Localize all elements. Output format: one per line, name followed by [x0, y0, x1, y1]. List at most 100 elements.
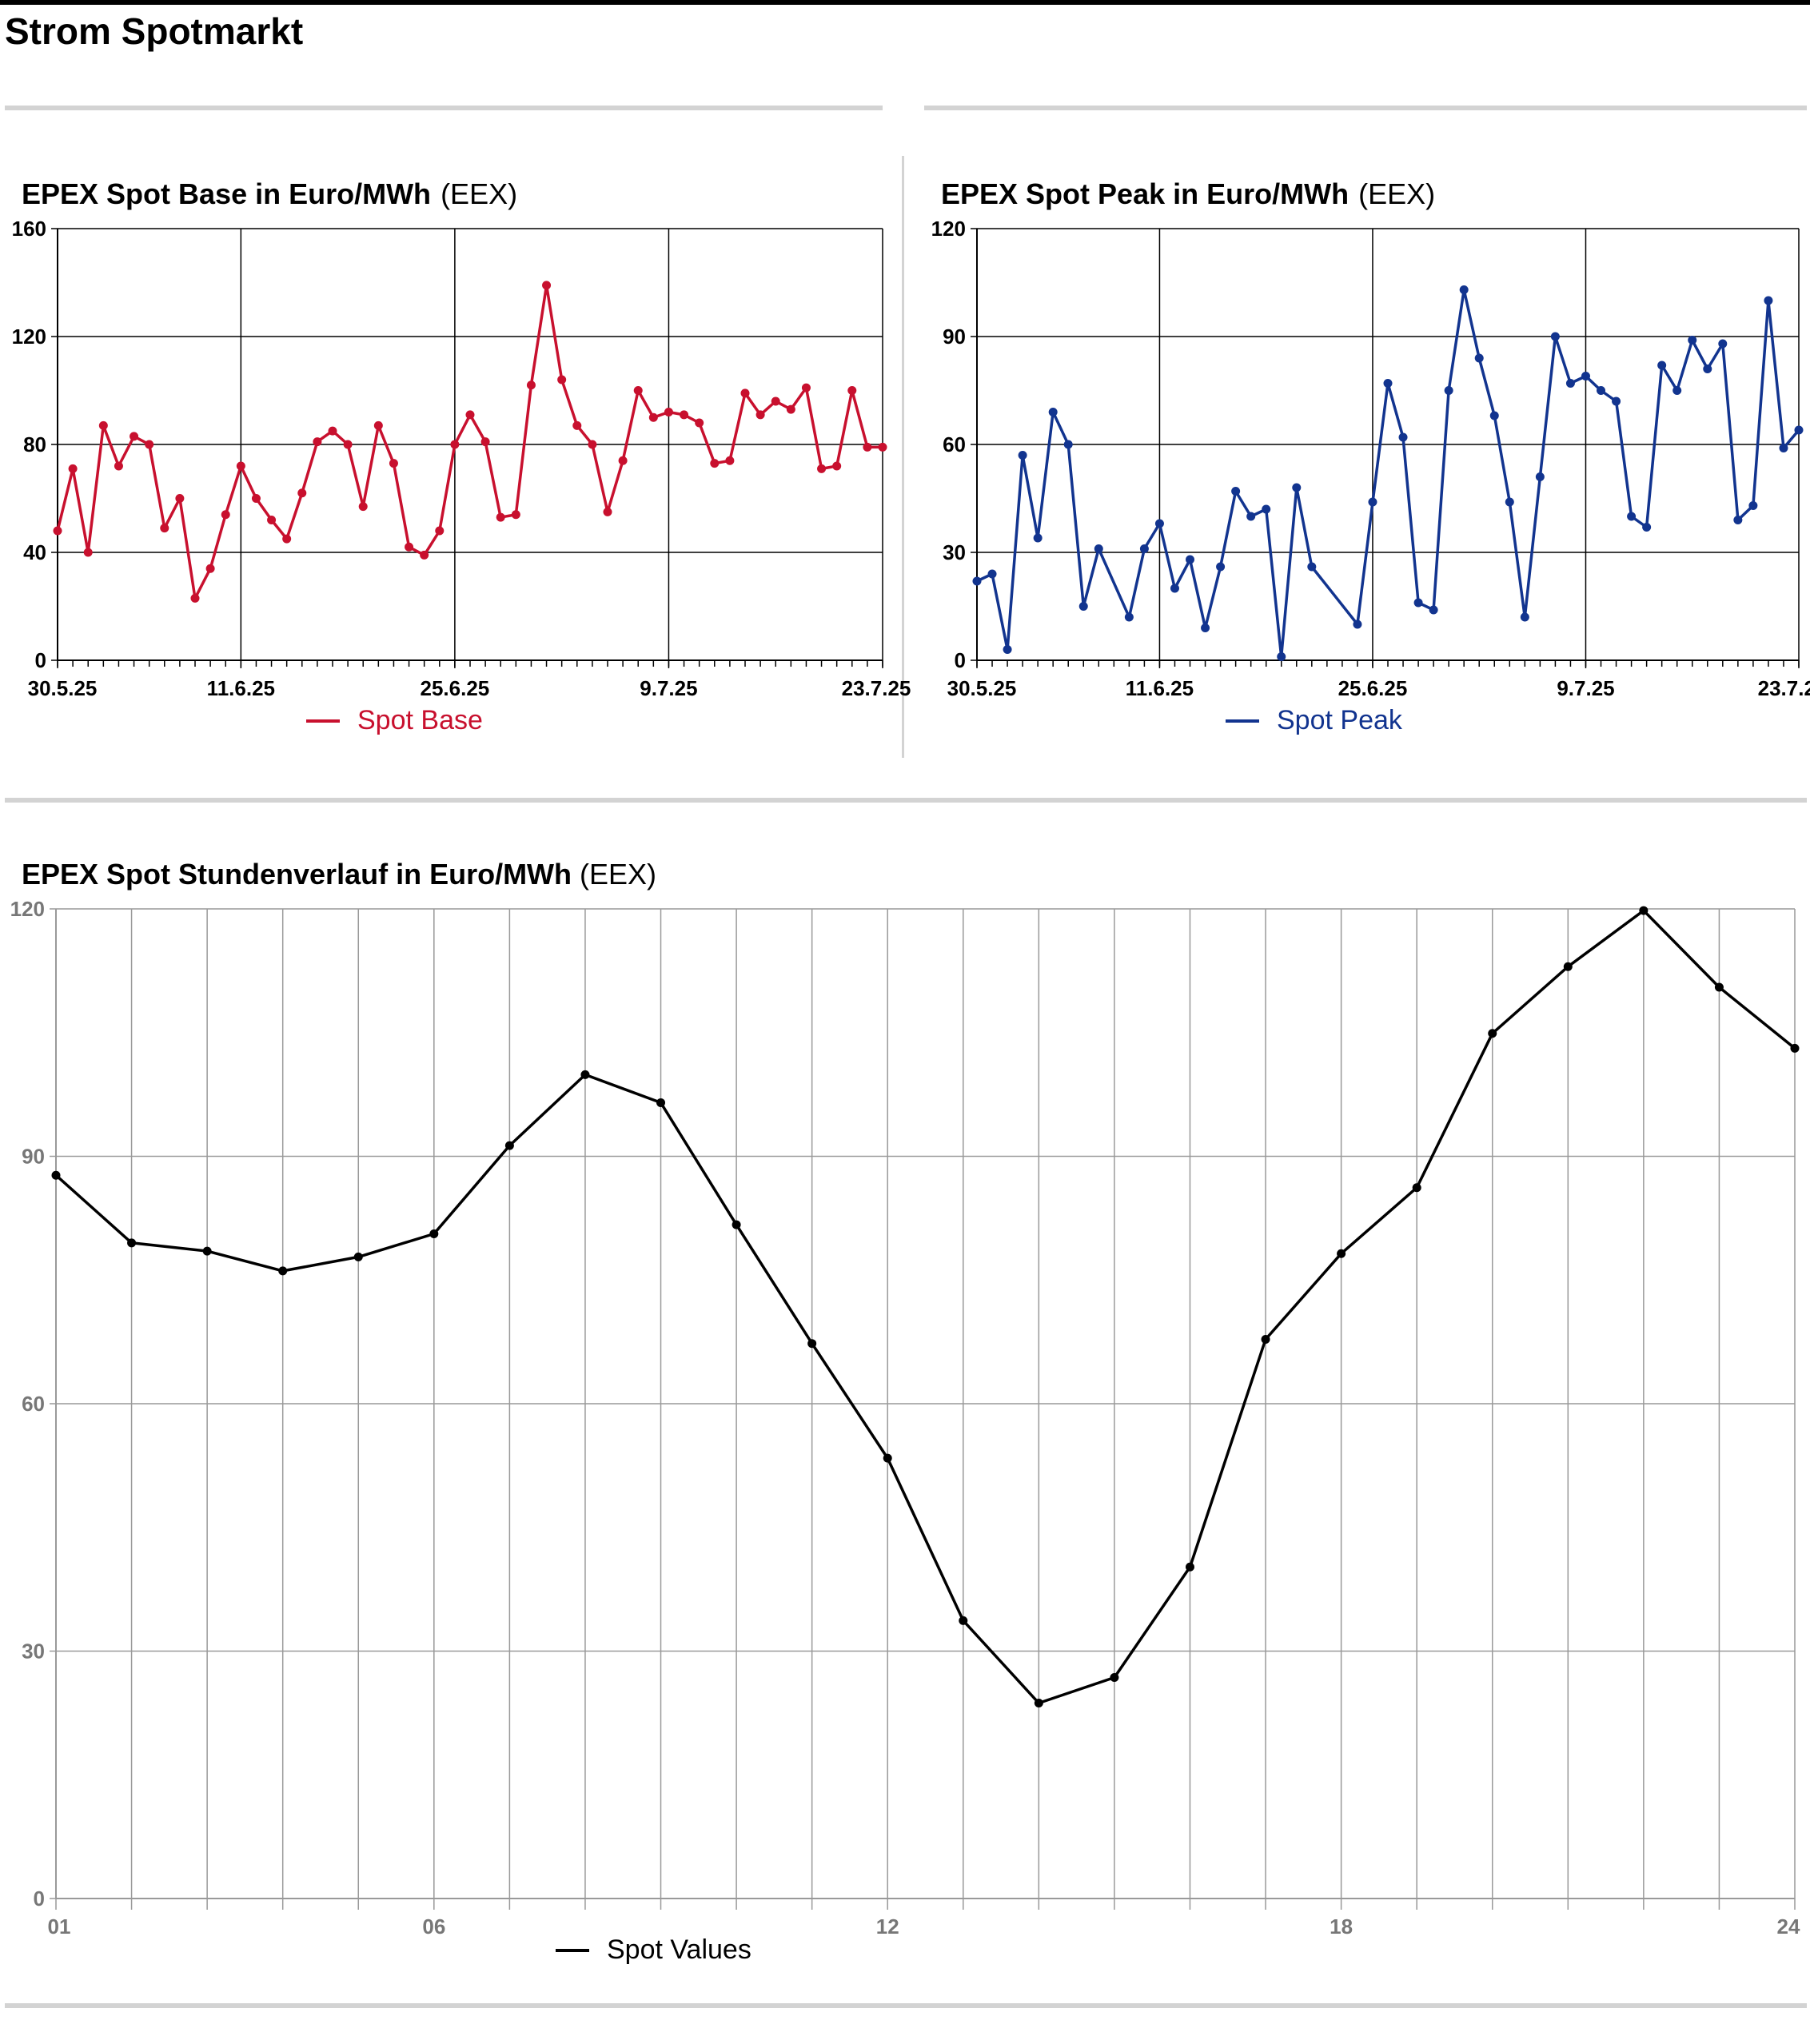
hourly-data-point — [883, 1453, 892, 1463]
base-data-point — [847, 386, 857, 395]
peak-data-point — [1627, 512, 1637, 521]
peak-y-tick-label: 60 — [943, 432, 966, 456]
base-data-point — [695, 418, 704, 428]
base-data-point — [282, 534, 292, 544]
hourly-y-tick-label: 60 — [22, 1392, 45, 1416]
base-data-point — [160, 524, 169, 533]
peak-x-tick-label: 25.6.25 — [1338, 676, 1408, 700]
base-data-point — [221, 510, 230, 520]
base-data-point — [664, 408, 673, 416]
hourly-chart-source: (EEX) — [580, 858, 657, 891]
hourly-data-point — [1337, 1249, 1346, 1258]
base-data-point — [832, 461, 842, 471]
separator-top-right — [924, 106, 1807, 110]
hourly-data-point — [580, 1070, 590, 1079]
base-y-tick-label: 160 — [12, 217, 46, 241]
base-data-point — [343, 440, 353, 449]
base-data-point — [465, 410, 475, 420]
base-data-point — [557, 375, 567, 384]
base-data-point — [358, 502, 368, 512]
hourly-data-point — [127, 1238, 137, 1248]
peak-x-tick-label: 30.5.25 — [947, 676, 1017, 700]
base-data-point — [863, 442, 872, 452]
base-data-point — [420, 550, 429, 560]
peak-data-point — [1078, 602, 1088, 611]
peak-chart-source: (EEX) — [1358, 177, 1436, 210]
peak-data-point — [1550, 332, 1560, 341]
base-data-point — [511, 510, 520, 520]
hourly-x-tick-label: 01 — [48, 1915, 71, 1938]
base-y-tick-label: 80 — [23, 432, 46, 456]
peak-data-point — [1124, 612, 1134, 622]
peak-legend-swatch — [1226, 719, 1259, 723]
peak-data-point — [1048, 408, 1058, 416]
hourly-data-point — [1563, 962, 1573, 971]
peak-data-point — [1413, 598, 1423, 608]
base-data-point — [542, 281, 552, 290]
peak-data-point — [1733, 516, 1743, 524]
base-data-point — [526, 381, 536, 390]
peak-data-point — [1779, 444, 1788, 452]
separator-bottom — [5, 2003, 1807, 2008]
peak-data-point — [1292, 483, 1302, 492]
hourly-data-point — [1790, 1043, 1800, 1053]
peak-y-tick-label: 120 — [931, 217, 966, 241]
base-data-point — [190, 593, 200, 603]
peak-data-point — [1581, 372, 1590, 381]
peak-chart-title: EPEX Spot Peak in Euro/MWh (EEX) — [941, 177, 1435, 211]
base-data-point — [83, 548, 93, 557]
peak-data-point — [1612, 396, 1621, 406]
base-data-point — [175, 494, 185, 503]
base-data-point — [496, 512, 505, 522]
base-x-tick-label: 30.5.25 — [28, 676, 98, 700]
base-data-point — [389, 459, 398, 468]
hourly-x-tick-label: 06 — [422, 1915, 445, 1938]
peak-data-point — [1033, 533, 1043, 543]
base-x-tick-label: 25.6.25 — [421, 676, 490, 700]
peak-data-point — [1277, 652, 1286, 661]
hourly-chart-title-text: EPEX Spot Stundenverlauf in Euro/MWh — [22, 858, 572, 891]
peak-data-point — [1429, 605, 1438, 615]
base-data-point — [817, 464, 827, 473]
peak-x-tick-label: 9.7.25 — [1557, 676, 1614, 700]
peak-data-point — [1094, 544, 1103, 553]
peak-data-point — [1398, 432, 1408, 442]
peak-data-point — [1474, 353, 1484, 363]
hourly-data-point — [1261, 1335, 1270, 1345]
peak-data-point — [1459, 285, 1469, 294]
base-data-point — [205, 564, 215, 573]
peak-data-point — [1520, 612, 1529, 622]
hourly-y-tick-label: 90 — [22, 1145, 45, 1169]
hourly-data-point — [1488, 1029, 1497, 1038]
hourly-y-tick-label: 0 — [34, 1887, 45, 1911]
base-chart-title-text: EPEX Spot Base in Euro/MWh — [22, 177, 432, 210]
peak-data-point — [1231, 487, 1241, 496]
base-x-tick-label: 9.7.25 — [640, 676, 697, 700]
hourly-data-point — [732, 1220, 741, 1229]
peak-data-point — [1748, 501, 1758, 510]
base-data-point — [68, 464, 78, 473]
peak-data-point — [1383, 379, 1393, 388]
peak-data-point — [1718, 339, 1728, 349]
peak-data-point — [1063, 440, 1073, 449]
base-chart-source: (EEX) — [441, 177, 518, 210]
top-rule — [0, 0, 1810, 5]
hourly-data-point — [1639, 906, 1649, 915]
peak-chart-title-text: EPEX Spot Peak in Euro/MWh — [941, 177, 1350, 210]
peak-y-tick-label: 90 — [943, 325, 966, 349]
hourly-data-point — [278, 1266, 288, 1276]
base-data-point — [633, 386, 643, 395]
base-chart-legend: Spot Base — [306, 705, 483, 736]
base-data-point — [725, 456, 735, 465]
base-data-point — [145, 440, 154, 449]
peak-data-point — [1535, 472, 1545, 481]
hourly-data-point — [1034, 1698, 1043, 1707]
peak-legend-label: Spot Peak — [1277, 705, 1402, 735]
base-data-point — [786, 404, 795, 414]
base-legend-label: Spot Base — [357, 705, 483, 735]
peak-data-point — [1597, 386, 1606, 395]
hourly-legend-swatch — [556, 1948, 589, 1952]
base-data-point — [740, 388, 750, 398]
base-data-point — [603, 507, 612, 516]
base-x-tick-label: 11.6.25 — [207, 676, 275, 700]
